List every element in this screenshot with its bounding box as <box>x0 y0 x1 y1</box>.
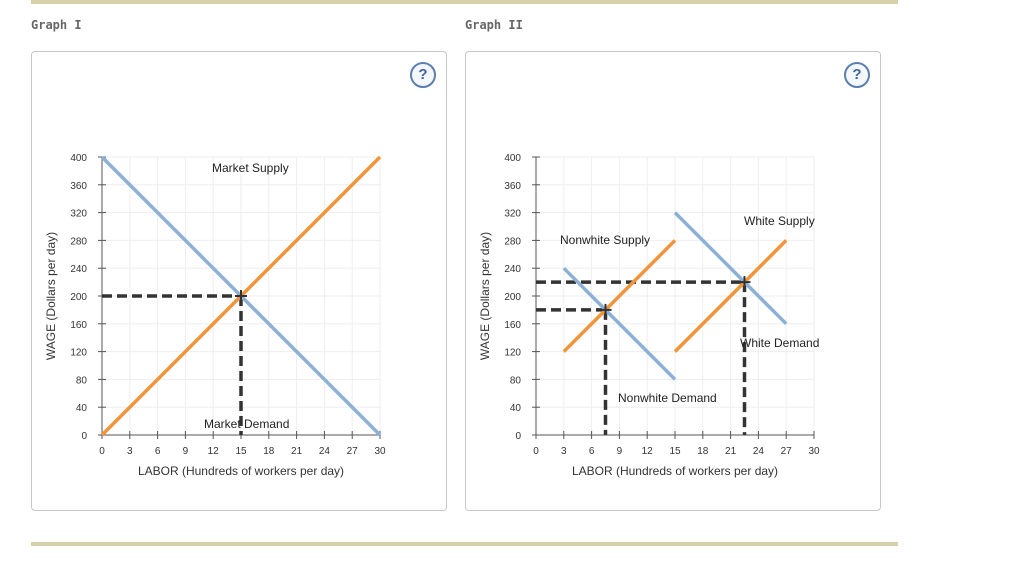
x-tick-label: 15 <box>235 446 247 457</box>
equilibrium-point[interactable] <box>599 303 612 316</box>
x-tick-label: 21 <box>291 446 303 457</box>
bottom-divider <box>31 542 898 546</box>
y-tick-label: 280 <box>504 236 521 247</box>
y-tick-label: 360 <box>70 181 87 192</box>
y-axis-label: WAGE (Dollars per day) <box>44 232 58 360</box>
x-tick-label: 0 <box>99 446 105 457</box>
x-tick-label: 27 <box>347 446 359 457</box>
graph-1-panel: ? 0 3 6 9 12 15 18 21 24 27 30 0 40 80 120 160 200 240 280… <box>31 51 447 511</box>
equilibrium-point[interactable] <box>235 290 247 302</box>
x-tick-label: 6 <box>589 446 595 457</box>
market-supply-label: Market Supply <box>212 161 289 175</box>
graph-2-panel: ? 0 3 6 9 12 15 18 21 24 27 30 0 40 80 120 160 200 240 280… <box>465 51 881 511</box>
x-tick-label: 18 <box>263 446 275 457</box>
nonwhite-demand-line[interactable] <box>562 266 677 381</box>
help-button[interactable]: ? <box>410 62 436 88</box>
white-demand-line[interactable] <box>673 211 788 326</box>
y-tick-label: 160 <box>70 320 87 331</box>
y-tick-label: 320 <box>70 209 87 220</box>
y-tick-label: 80 <box>510 375 522 386</box>
x-tick-label: 30 <box>374 446 386 457</box>
x-tick-label: 24 <box>319 446 331 457</box>
x-tick-label: 12 <box>642 446 654 457</box>
y-tick-label: 280 <box>70 236 87 247</box>
x-tick-label: 9 <box>617 446 623 457</box>
nonwhite-supply-line[interactable] <box>562 239 677 353</box>
graph-1-title: Graph I <box>31 18 82 32</box>
x-axis-label: LABOR (Hundreds of workers per day) <box>138 464 344 478</box>
y-tick-label: 40 <box>76 403 88 414</box>
x-tick-label: 15 <box>669 446 681 457</box>
y-tick-label: 400 <box>504 153 521 164</box>
y-tick-label: 0 <box>81 431 87 442</box>
x-tick-label: 18 <box>697 446 709 457</box>
x-tick-label: 21 <box>725 446 737 457</box>
y-axis-label: WAGE (Dollars per day) <box>478 232 492 360</box>
x-tick-label: 6 <box>155 446 161 457</box>
top-divider <box>31 0 898 4</box>
x-tick-label: 3 <box>127 446 133 457</box>
y-tick-label: 120 <box>70 348 87 359</box>
y-tick-label: 360 <box>504 181 521 192</box>
x-tick-label: 3 <box>561 446 567 457</box>
y-tick-label: 160 <box>504 320 521 331</box>
graph-2-chart: 0 3 6 9 12 15 18 21 24 27 30 0 40 80 120 160 200 240 280 32… <box>478 153 820 478</box>
help-button[interactable]: ? <box>844 62 870 88</box>
y-tick-label: 200 <box>504 292 521 303</box>
y-tick-label: 320 <box>504 209 521 220</box>
nonwhite-demand-label: Nonwhite Demand <box>618 391 717 405</box>
y-tick-label: 200 <box>70 292 87 303</box>
x-tick-label: 27 <box>781 446 793 457</box>
x-tick-label: 24 <box>753 446 765 457</box>
y-tick-label: 240 <box>70 264 87 275</box>
x-tick-label: 9 <box>183 446 189 457</box>
x-tick-label: 12 <box>208 446 220 457</box>
equilibrium-point[interactable] <box>738 276 751 289</box>
x-tick-label: 30 <box>808 446 820 457</box>
x-tick-label: 0 <box>533 446 539 457</box>
nonwhite-supply-label: Nonwhite Supply <box>560 233 650 247</box>
white-supply-label: White Supply <box>744 214 815 228</box>
y-tick-label: 40 <box>510 403 522 414</box>
y-tick-label: 120 <box>504 348 521 359</box>
y-tick-label: 400 <box>70 153 87 164</box>
white-demand-label: White Demand <box>740 336 819 350</box>
y-tick-label: 0 <box>515 431 521 442</box>
market-demand-label: Market Demand <box>204 417 289 431</box>
y-tick-label: 80 <box>76 375 88 386</box>
graph-2-title: Graph II <box>465 18 523 32</box>
y-tick-label: 240 <box>504 264 521 275</box>
graph-1-chart: 0 3 6 9 12 15 18 21 24 27 30 0 40 80 120 160 200 240 280 32… <box>44 153 386 478</box>
x-axis-label: LABOR (Hundreds of workers per day) <box>572 464 778 478</box>
white-supply-line[interactable] <box>673 239 788 353</box>
